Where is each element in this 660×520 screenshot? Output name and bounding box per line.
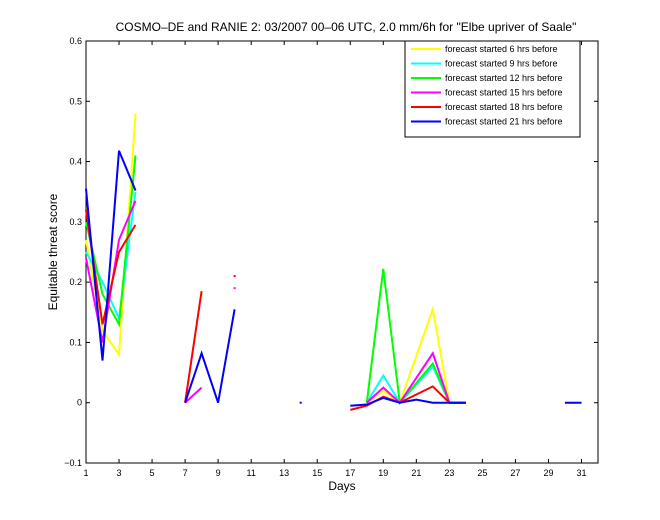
y-tick-label: 0.4: [69, 157, 82, 167]
x-tick-label: 15: [312, 468, 322, 478]
series-6: [85, 150, 582, 407]
x-tick-label: 7: [183, 468, 188, 478]
legend-entry: forecast started 6 hrs before: [445, 44, 558, 54]
legend-entry: forecast started 12 hrs before: [445, 73, 563, 83]
x-tick-label: 1: [83, 468, 88, 478]
x-tick-label: 5: [150, 468, 155, 478]
x-tick-label: 21: [411, 468, 421, 478]
x-tick-label: 13: [279, 468, 289, 478]
x-axis-label: Days: [328, 479, 355, 493]
y-axis-label: Equitable threat score: [46, 193, 60, 310]
legend-entry: forecast started 21 hrs before: [445, 117, 563, 127]
y-tick-label: 0.2: [69, 277, 82, 287]
x-tick-label: 29: [543, 468, 553, 478]
y-tick-label: −0.1: [64, 458, 82, 468]
x-tick-label: 9: [216, 468, 221, 478]
series-line: [184, 291, 203, 403]
x-tick-label: 31: [576, 468, 586, 478]
y-tick-label: 0.5: [69, 96, 82, 106]
x-tick-label: 3: [117, 468, 122, 478]
plot-area: 1 3 5 7 9 11 13 15 17 19 21 23 25 27 29 31−0.100.10.20.…: [64, 36, 599, 478]
series-line: [85, 150, 137, 361]
x-tick-label: 27: [510, 468, 520, 478]
legend-entry: forecast started 9 hrs before: [445, 59, 558, 69]
x-tick-label: 23: [444, 468, 454, 478]
x-tick-label: 17: [345, 468, 355, 478]
legend: forecast started 6 hrs before forecast st…: [404, 40, 581, 138]
y-tick-label: 0.3: [69, 217, 82, 227]
legend-entry: forecast started 15 hrs before: [445, 88, 563, 98]
x-tick-label: 11: [246, 468, 255, 478]
y-tick-label: 0: [77, 398, 82, 408]
x-tick-label: 19: [378, 468, 388, 478]
y-tick-label: 0.6: [69, 36, 82, 46]
series-line: [350, 396, 466, 407]
x-tick-label: 25: [477, 468, 487, 478]
chart-title: COSMO–DE and RANIE 2: 03/2007 00–06 UTC,…: [116, 20, 577, 34]
legend-entry: forecast started 18 hrs before: [445, 102, 563, 112]
y-tick-label: 0.1: [69, 337, 82, 347]
series-line: [184, 309, 236, 404]
series-line: [184, 386, 203, 404]
